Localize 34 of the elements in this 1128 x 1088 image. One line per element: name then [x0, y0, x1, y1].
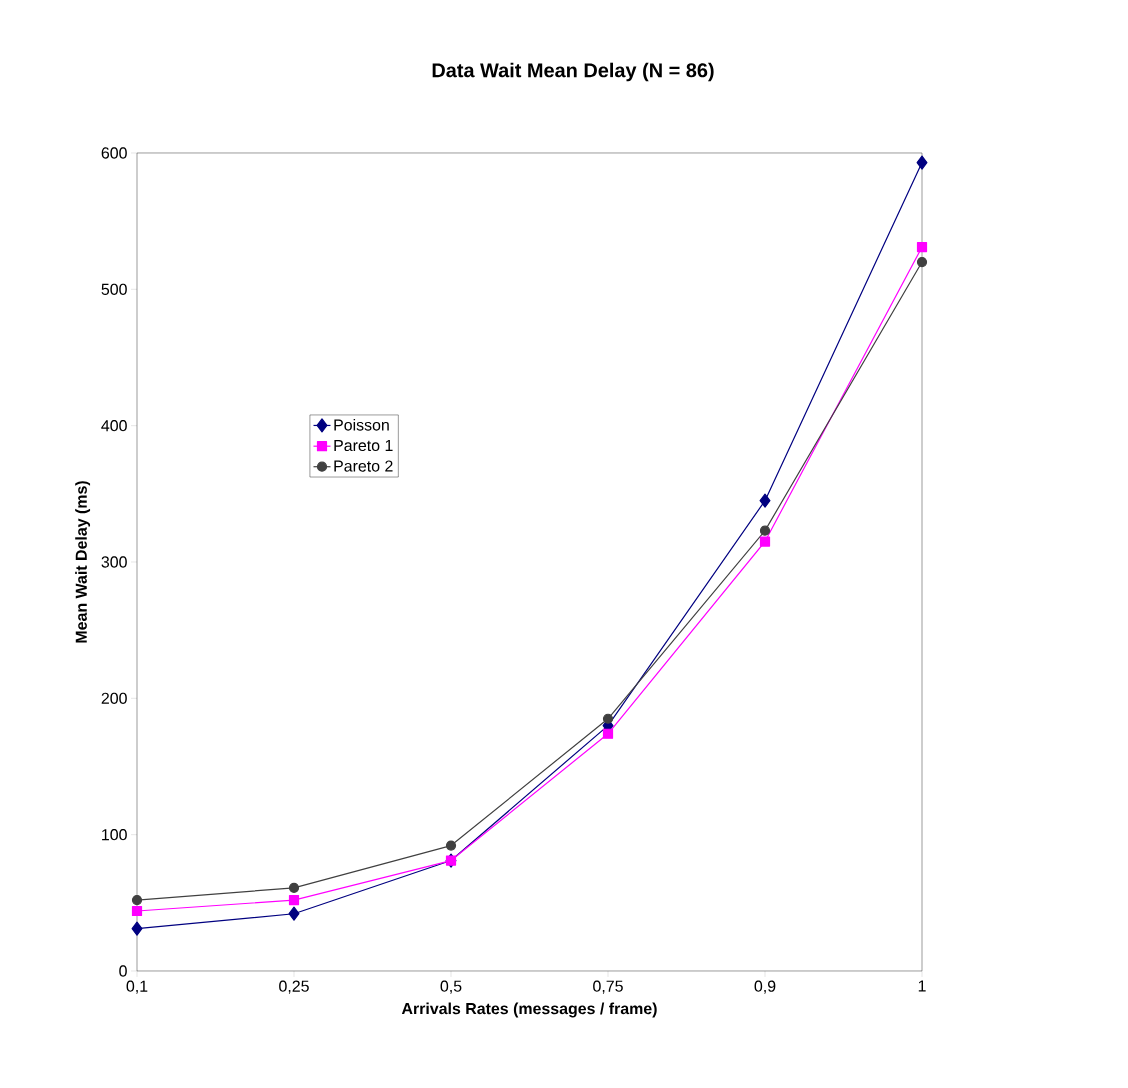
y-tick-label: 500 [101, 283, 127, 295]
point [602, 713, 614, 724]
point [131, 921, 143, 936]
chart-title: Data Wait Mean Delay (N = 86) [432, 62, 714, 82]
y-tick-label: 300 [101, 556, 127, 568]
point [131, 905, 143, 917]
point [288, 894, 300, 906]
point [759, 525, 771, 536]
legend-label: Poisson [334, 418, 389, 431]
point [759, 493, 771, 508]
x-tick-label: 1 [918, 980, 926, 992]
x-tick-label: 0,1 [126, 980, 148, 994]
point [602, 728, 614, 739]
point [916, 256, 928, 268]
legend-label: Pareto 1 [334, 439, 393, 452]
y-tick-label: 200 [101, 692, 127, 704]
x-axis-title: Arrivals Rates (messages / frame) [401, 1002, 657, 1018]
legend-label: Pareto 2 [334, 460, 393, 472]
point [288, 906, 300, 921]
point [916, 241, 928, 253]
point [445, 840, 457, 851]
point [131, 894, 143, 906]
y-tick-label: 400 [101, 420, 127, 432]
y-tick-label: 100 [102, 829, 127, 841]
point [288, 882, 300, 893]
point [916, 155, 928, 170]
y-tick-label: 600 [101, 147, 127, 159]
y-axis-title: Mean Wait Delay (ms) [75, 481, 91, 643]
x-tick-label: 0,25 [279, 980, 309, 994]
x-tick-label: 0,9 [754, 980, 776, 994]
point [759, 536, 771, 547]
x-tick-label: 0,75 [593, 980, 623, 994]
y-tick-label: 0 [119, 965, 127, 977]
x-tick-label: 0,5 [440, 980, 462, 994]
